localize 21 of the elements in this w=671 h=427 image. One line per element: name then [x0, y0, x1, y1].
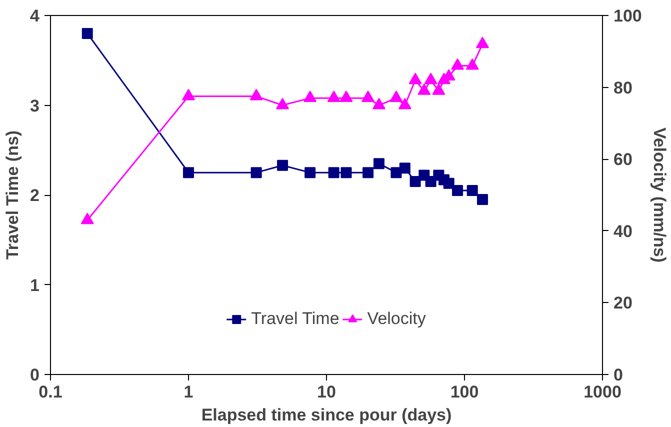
y-tick-label: 0: [30, 366, 40, 384]
y-axis-title: Travel Time (ns): [3, 130, 22, 260]
y2-axis-title: Velocity (mm/ns): [650, 127, 669, 263]
y2-tick-label: 80: [614, 78, 632, 98]
legend-label: Travel Time: [251, 309, 340, 329]
x-axis-title: Elapsed time since pour (days): [201, 406, 452, 424]
x-tick-label: 1: [184, 382, 194, 402]
y2-tick-label: 0: [614, 366, 623, 384]
y2-tick-label: 40: [614, 222, 632, 241]
x-tick-label: 10: [317, 382, 336, 402]
y-tick-label: 3: [30, 96, 40, 116]
x-tick-label: 0.1: [38, 382, 62, 402]
y2-tick-label: 100: [614, 6, 642, 26]
x-tick-label: 100: [450, 382, 479, 402]
y-tick-label: 2: [30, 186, 40, 205]
legend-label: Velocity: [367, 309, 426, 329]
x-tick-label: 1000: [584, 382, 622, 402]
y-tick-label: 1: [30, 276, 40, 295]
y2-tick-label: 20: [614, 294, 632, 313]
y-tick-label: 4: [30, 6, 40, 26]
y2-tick-label: 60: [614, 150, 632, 170]
